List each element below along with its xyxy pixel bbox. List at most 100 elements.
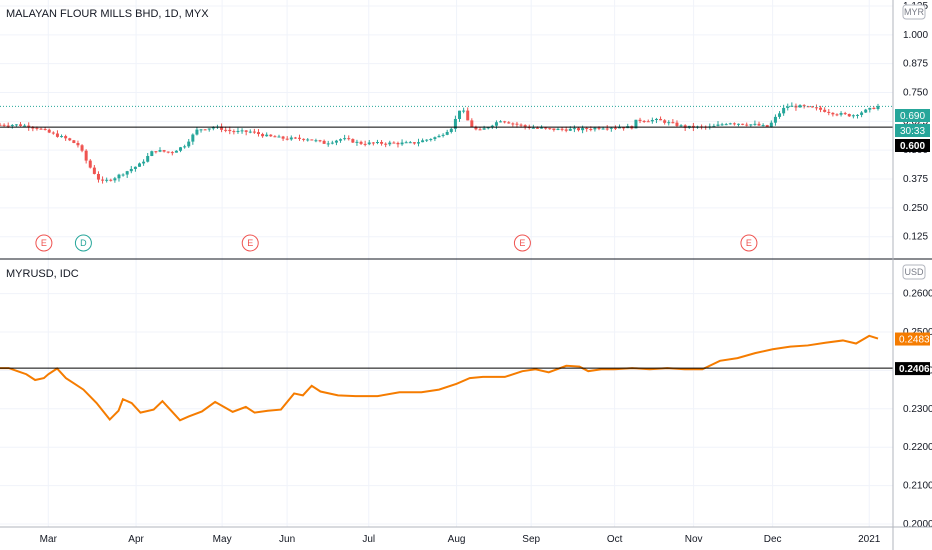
candle [507, 121, 511, 124]
currency-badge-top[interactable]: MYR [902, 4, 926, 20]
candle [466, 107, 470, 121]
price-tick-label: 0.2000 [903, 519, 932, 530]
candle-body [605, 128, 609, 130]
candle [64, 134, 68, 141]
candle [179, 146, 183, 153]
reference-tag-top: 0.600 [895, 139, 930, 152]
candle-body [39, 128, 43, 130]
candle [0, 122, 2, 126]
candle-body [220, 126, 224, 130]
candle-body [823, 109, 827, 112]
candle [388, 140, 392, 147]
time-axis-label: Oct [607, 534, 623, 545]
candle [129, 165, 133, 174]
candle [860, 111, 864, 118]
candle-body [576, 128, 580, 131]
candle [158, 147, 162, 153]
candle-body [31, 127, 35, 129]
candle-body [851, 115, 855, 117]
candle [462, 107, 466, 114]
candle-body [322, 140, 326, 144]
candle-body [162, 150, 166, 152]
candle [359, 140, 363, 145]
candle-body [302, 138, 306, 140]
candle [265, 132, 269, 137]
candle [572, 125, 576, 133]
candle [654, 117, 658, 124]
candle [240, 128, 244, 134]
candle [166, 151, 170, 154]
candle [19, 122, 23, 127]
candle-body [174, 150, 178, 153]
candle-body [318, 140, 322, 142]
candle-body [782, 107, 786, 114]
candle [101, 176, 105, 184]
last-value-tag: 0.2483 [895, 332, 930, 346]
event-marker: E [740, 234, 758, 252]
candle [396, 141, 400, 148]
candle-body [101, 179, 105, 181]
candle [228, 126, 232, 135]
candle [421, 138, 425, 143]
candle-body [51, 132, 55, 134]
candle-body [355, 141, 359, 143]
svg-text:0.600: 0.600 [900, 141, 925, 152]
candle [289, 135, 293, 141]
svg-text:MYR: MYR [904, 7, 925, 17]
candle [474, 125, 478, 131]
candle-body [773, 116, 777, 123]
candle [72, 139, 76, 144]
candle [174, 150, 178, 153]
candle [125, 170, 129, 178]
candle-body [248, 131, 252, 133]
candle-body [860, 112, 864, 115]
candle [831, 112, 835, 117]
candle-body [835, 114, 839, 116]
candle-body [72, 140, 76, 143]
myrusd-line [0, 334, 879, 422]
candle-body [310, 139, 314, 141]
time-axis[interactable]: Mar Apr May Jun Jul Aug Sep Oct Nov Dec 2021 [40, 534, 881, 545]
candle [609, 126, 613, 132]
candle [232, 129, 236, 135]
candle [76, 140, 80, 148]
candle-body [23, 125, 27, 127]
candle [544, 127, 548, 130]
candle-body [142, 161, 146, 164]
candle [187, 138, 191, 148]
candle-body [802, 105, 806, 107]
candle-body [474, 126, 478, 130]
candle [458, 110, 462, 122]
candle-body [211, 127, 215, 129]
time-axis-label: Jul [362, 534, 375, 545]
candle [773, 114, 777, 126]
candle [671, 119, 675, 124]
candle-body [724, 124, 728, 126]
candle-body [146, 155, 150, 162]
candle-body [732, 123, 736, 125]
candle [105, 177, 109, 183]
price-tick-label: 0.375 [903, 174, 928, 185]
event-marker-circle [513, 234, 531, 252]
candle-body [285, 138, 289, 140]
candle-body [433, 137, 437, 140]
main-chart-title: MALAYAN FLOUR MILLS BHD, 1D, MYX [6, 8, 209, 20]
candle-body [125, 171, 129, 175]
candle [203, 129, 207, 131]
candle [745, 122, 749, 127]
candle [92, 165, 96, 175]
candle-body [35, 127, 39, 129]
candle-body [137, 163, 141, 167]
candle-body [597, 127, 601, 129]
candle-body [864, 109, 868, 113]
candle-body [166, 151, 170, 153]
candle-body [876, 106, 880, 109]
candle-body [133, 166, 137, 169]
candle-body [27, 125, 31, 128]
candle [441, 133, 445, 138]
candle-body [609, 127, 613, 129]
candle [375, 139, 379, 145]
candle [564, 126, 568, 133]
candle [23, 123, 27, 127]
currency-badge-bottom[interactable]: USD [902, 264, 926, 280]
